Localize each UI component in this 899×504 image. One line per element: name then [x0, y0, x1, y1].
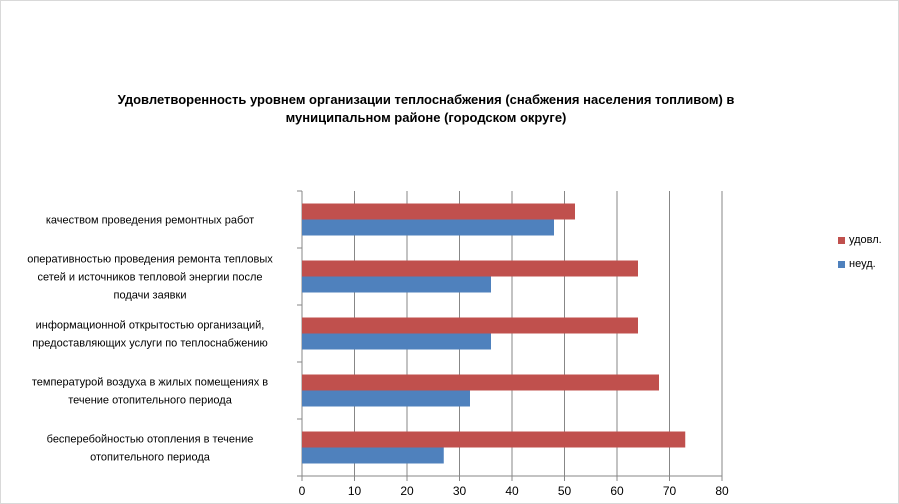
bar-udovl — [302, 317, 638, 334]
category-label: отопительного периода — [90, 452, 211, 464]
bar-udovl — [302, 203, 575, 220]
x-tick-label: 80 — [715, 484, 729, 498]
x-tick-label: 20 — [400, 484, 414, 498]
bar-neud — [302, 276, 491, 293]
bar-neud — [302, 390, 470, 407]
legend-item: неуд. — [838, 257, 882, 271]
category-label: информационной открытостью организаций, — [36, 320, 265, 332]
category-label: оперативностью проведения ремонта теплов… — [27, 254, 273, 266]
category-label: качеством проведения ремонтных работ — [46, 215, 254, 227]
legend-label: удовл. — [849, 234, 882, 246]
x-tick-label: 10 — [348, 484, 362, 498]
bar-neud — [302, 333, 491, 350]
x-tick-label: 40 — [505, 484, 519, 498]
category-label: подачи заявки — [114, 290, 187, 302]
legend-swatch — [838, 236, 845, 244]
bar-neud — [302, 447, 444, 464]
legend-item: удовл. — [838, 233, 882, 247]
chart-title: Удовлетворенность уровнем организации те… — [96, 91, 756, 127]
chart-title-line-2: муниципальном районе (городском округе) — [285, 110, 567, 125]
chart-title-line-1: Удовлетворенность уровнем организации те… — [117, 92, 735, 107]
category-label: бесперебойностью отопления в течение — [47, 434, 254, 446]
category-label: предоставляющих услуги по теплоснабжению — [32, 338, 268, 350]
bar-udovl — [302, 374, 659, 391]
category-label: температурой воздуха в жилых помещениях … — [32, 377, 268, 389]
category-label: течение отопительного периода — [68, 395, 233, 407]
x-tick-label: 50 — [558, 484, 572, 498]
bar-neud — [302, 219, 554, 236]
bar-udovl — [302, 431, 686, 448]
category-label: сетей и источников тепловой энергии посл… — [37, 272, 262, 284]
chart-legend: удовл. неуд. — [838, 233, 882, 281]
legend-label: неуд. — [849, 258, 876, 270]
legend-swatch — [838, 260, 845, 268]
bar-udovl — [302, 260, 638, 277]
x-tick-label: 60 — [610, 484, 624, 498]
x-tick-label: 70 — [663, 484, 677, 498]
x-tick-label: 0 — [299, 484, 306, 498]
x-tick-label: 30 — [453, 484, 467, 498]
